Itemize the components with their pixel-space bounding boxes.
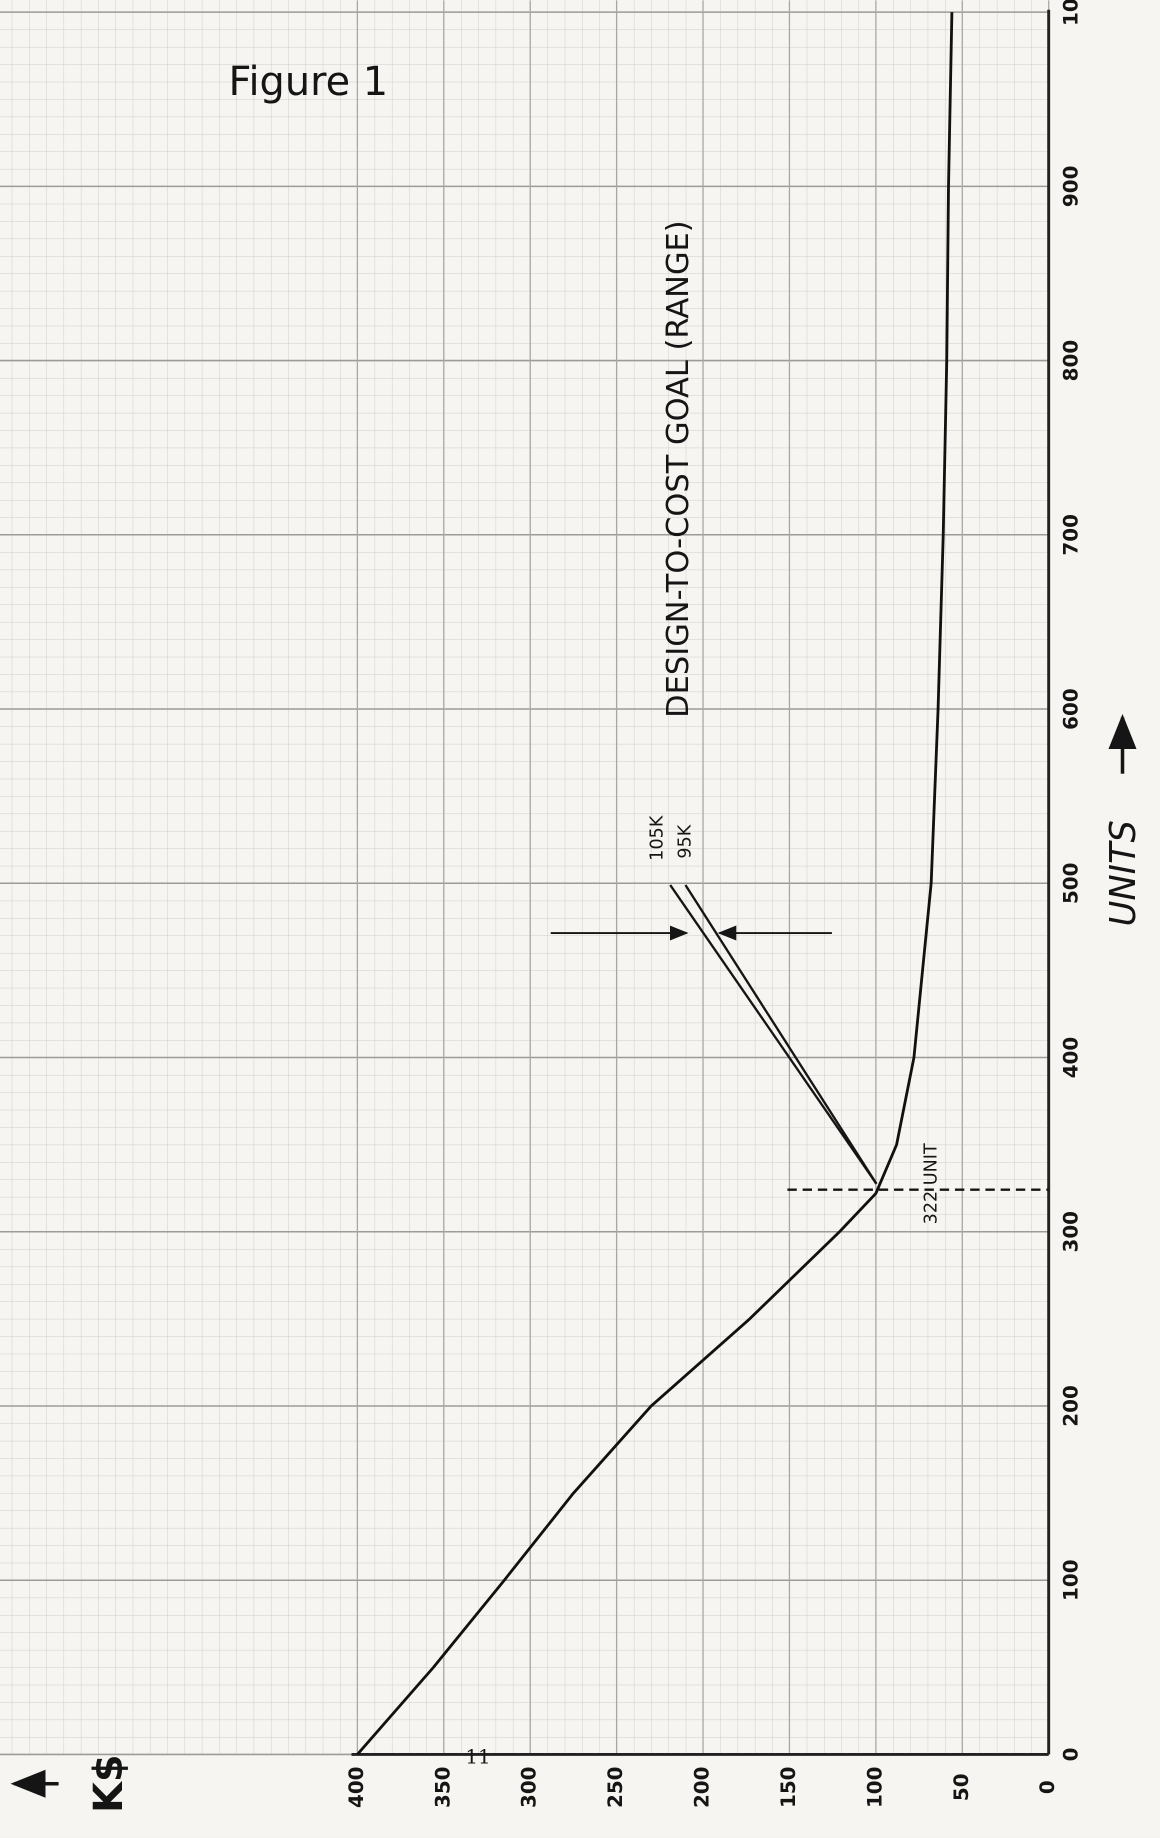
y-axis-title: K$ (86, 1754, 132, 1813)
annotation: 105K (647, 815, 667, 861)
y-tick-label: 200 (691, 1766, 714, 1808)
x-tick-label: 0 (1060, 1748, 1083, 1762)
page: Figure 1 DESIGN-TO-COST GOAL (RANGE) 105… (0, 0, 1160, 1838)
y-tick-label: 0 (1036, 1780, 1059, 1794)
x-tick-label: 600 (1060, 688, 1083, 730)
y-tick-label: 250 (604, 1766, 627, 1808)
page-number: 11 (465, 1745, 490, 1768)
x-tick-label: 300 (1060, 1211, 1083, 1253)
y-tick-label: 350 (431, 1766, 454, 1808)
x-tick-label: 900 (1060, 166, 1083, 208)
y-tick-label: 400 (345, 1766, 368, 1808)
annotation: DESIGN-TO-COST GOAL (RANGE) (661, 220, 696, 717)
chart: Figure 1 DESIGN-TO-COST GOAL (RANGE) 105… (0, 0, 1160, 1838)
x-tick-label: 500 (1060, 862, 1083, 904)
y-tick-label: 50 (950, 1773, 973, 1801)
chart-title: Figure 1 (228, 59, 388, 105)
y-tick-label: 100 (863, 1766, 886, 1808)
annotation: 322 UNIT (922, 1143, 942, 1224)
x-tick-label: 800 (1060, 340, 1083, 382)
x-tick-label: 100 (1060, 1559, 1083, 1601)
x-tick-label: 700 (1060, 514, 1083, 556)
x-tick-label: 400 (1060, 1037, 1083, 1079)
x-tick-label: 10 (1060, 0, 1083, 26)
y-tick-label: 300 (518, 1766, 541, 1808)
x-axis-title: UNITS (1103, 820, 1144, 926)
annotation: 95K (675, 824, 695, 858)
y-tick-label: 150 (777, 1766, 800, 1808)
x-tick-label: 200 (1060, 1385, 1083, 1427)
graph-paper (0, 0, 1049, 1754)
